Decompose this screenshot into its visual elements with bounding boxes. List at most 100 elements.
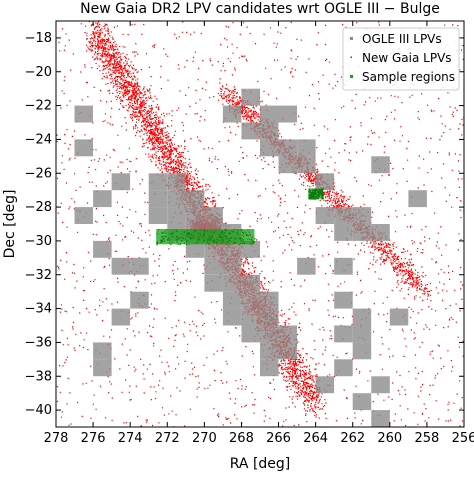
y-tick-label: −22 [25, 99, 52, 114]
ogle-block [93, 190, 112, 208]
points-layer [56, 21, 464, 427]
ogle-block [204, 240, 223, 258]
ogle-block [315, 173, 335, 191]
ogle-block [74, 207, 93, 224]
ogle-block [111, 257, 131, 275]
ogle-block [204, 257, 223, 275]
ogle-block [315, 207, 335, 224]
x-tick-label: 278 [44, 431, 69, 446]
ogle-block [204, 207, 223, 224]
ogle-block [222, 105, 242, 123]
ogle-block [371, 224, 390, 241]
ogle-block [241, 122, 260, 140]
ogle-block [148, 173, 168, 191]
legend: OGLE III LPVs New Gaia LPVs Sample regio… [342, 27, 460, 91]
y-tick-label: −38 [25, 369, 52, 384]
ogle-block [74, 105, 93, 123]
sample-region [156, 229, 255, 245]
ogle-block [278, 325, 297, 343]
x-tick-label: 274 [118, 431, 143, 446]
ogle-block [334, 325, 353, 343]
ogle-block [352, 224, 372, 241]
ogle-block [278, 156, 297, 174]
ogle-block [334, 359, 353, 377]
ogle-block [241, 325, 260, 343]
ogle-block [334, 291, 353, 309]
ogle-block [222, 291, 242, 309]
ogle-block [260, 342, 279, 360]
ogle-block [334, 207, 353, 224]
ogle-block [260, 139, 279, 157]
ogle-block [352, 308, 372, 326]
y-tick-label: −18 [25, 31, 52, 46]
x-tick-label: 258 [414, 431, 439, 446]
sample-region-points [308, 188, 325, 200]
ogle-block [241, 88, 260, 106]
ogle-block [278, 139, 297, 157]
legend-label-sample: Sample regions [362, 70, 455, 84]
y-tick-label: −32 [25, 268, 52, 283]
y-tick-label: −26 [25, 166, 52, 181]
ogle-block [241, 308, 260, 326]
x-tick-label: 276 [81, 431, 106, 446]
chart-title: New Gaia DR2 LPV candidates wrt OGLE III… [80, 1, 440, 17]
x-tick-label: 262 [340, 431, 365, 446]
ogle-block [278, 342, 297, 360]
x-axis-title: RA [deg] [230, 456, 291, 472]
ogle-block [260, 325, 279, 343]
ogle-block [93, 342, 112, 360]
ogle-block [185, 240, 205, 258]
ogle-block [352, 207, 372, 224]
y-tick-label: −28 [25, 200, 52, 215]
x-tick-label: 264 [303, 431, 328, 446]
y-tick-label: −24 [25, 132, 52, 147]
y-tick-label: −20 [25, 65, 52, 80]
ogle-block [185, 207, 205, 224]
ogle-block [93, 359, 112, 377]
ogle-block [260, 291, 279, 309]
legend-label-gaia: New Gaia LPVs [362, 51, 452, 65]
ogle-block [352, 325, 372, 343]
x-tick-label: 272 [155, 431, 180, 446]
ticks-layer: 278 276 274 272 270 268 266 264 262 260 258 256 −18 −… [25, 21, 474, 446]
ogle-block [222, 308, 242, 326]
x-tick-label: 260 [377, 431, 402, 446]
legend-marker-ogle [350, 37, 353, 40]
x-tick-label: 268 [229, 431, 254, 446]
x-tick-label: 266 [266, 431, 291, 446]
y-tick-label: −30 [25, 234, 52, 249]
y-tick-label: −36 [25, 335, 52, 350]
legend-marker-gaia [350, 56, 352, 58]
ogle-block [389, 308, 409, 326]
ogle-block [371, 376, 390, 394]
ogle-block [130, 291, 149, 309]
ogle-block [334, 224, 353, 241]
ogle-block [371, 410, 390, 427]
ogle-block [111, 173, 131, 191]
legend-marker-sample [350, 75, 353, 78]
y-axis-title: Dec [deg] [2, 190, 18, 259]
ogle-block [148, 190, 168, 208]
ogle-block [222, 240, 242, 258]
sample-region-points [156, 229, 256, 246]
x-tick-label: 256 [452, 431, 474, 446]
y-tick-label: −40 [25, 403, 52, 418]
ogle-block [297, 139, 316, 157]
ogle-block [241, 291, 260, 309]
ogle-block [93, 240, 112, 258]
plot-frame [55, 20, 465, 428]
ogle-block [371, 156, 390, 174]
x-tick-label: 270 [192, 431, 217, 446]
legend-label-ogle: OGLE III LPVs [362, 32, 442, 46]
ogle-block [297, 257, 316, 275]
ogle-block [241, 274, 260, 292]
legend-box [342, 27, 460, 91]
gaia-point-cloud [56, 21, 464, 427]
ogle-block [167, 190, 186, 208]
ogle-block [260, 105, 279, 123]
ogle-block [260, 359, 279, 377]
ogle-block [130, 257, 149, 275]
ogle-block [222, 274, 242, 292]
ogle-block [185, 190, 205, 208]
